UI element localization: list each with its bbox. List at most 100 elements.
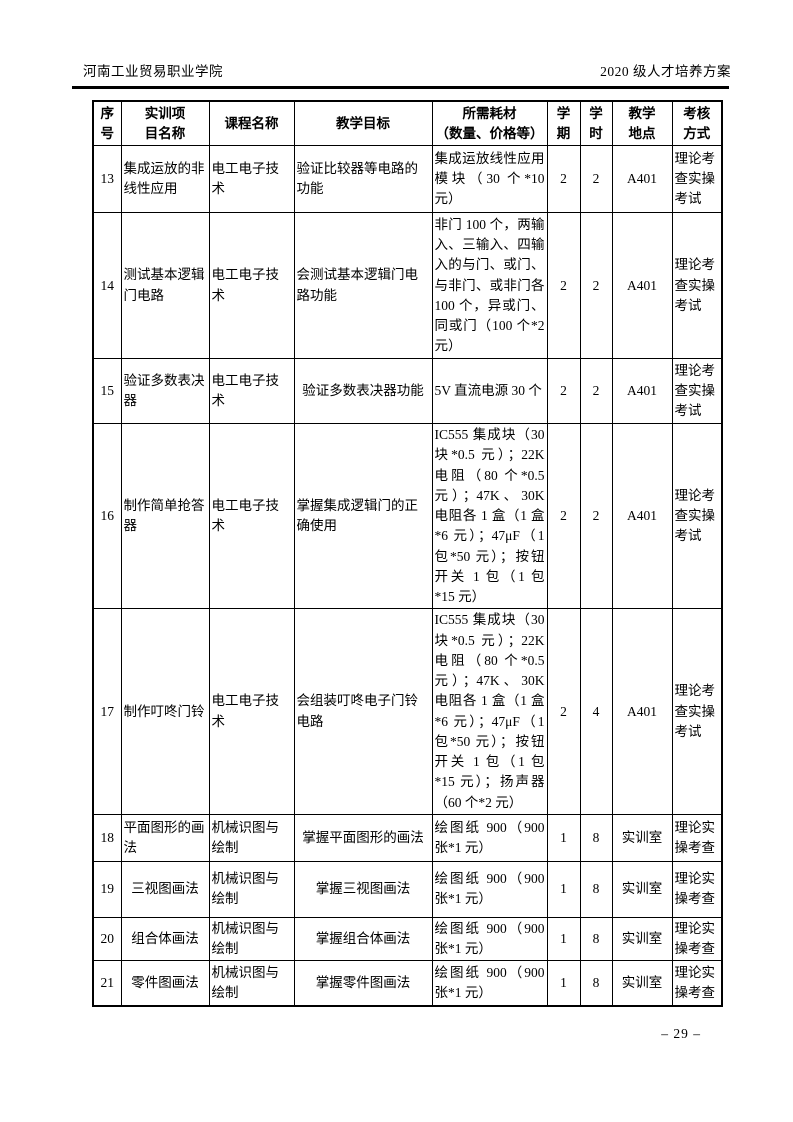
cell-teaching-goal: 会组装叮咚电子门铃电路 <box>293 608 433 815</box>
cell-teaching-goal: 掌握集成逻辑门的正确使用 <box>293 423 433 610</box>
cell-semester: 2 <box>546 358 581 425</box>
cell-class-hours: 2 <box>579 212 613 360</box>
cell-project-name: 验证多数表决器 <box>120 358 210 425</box>
cell-project-name: 集成运放的非线性应用 <box>120 145 210 214</box>
cell-materials: IC555 集成块（30 块*0.5 元）；22K 电阻（80 个*0.5 元）… <box>431 608 548 815</box>
cell-materials: 绘图纸 900（900 张*1 元） <box>431 860 548 918</box>
cell-semester: 1 <box>546 860 581 918</box>
cell-teaching-location: 实训室 <box>611 960 673 1007</box>
cell-teaching-goal: 掌握三视图画法 <box>293 860 433 918</box>
column-header-course: 课程名称 <box>208 100 295 147</box>
cell-teaching-location: 实训室 <box>611 860 673 918</box>
cell-assessment-method: 理论考查实操考试 <box>671 212 723 360</box>
cell-teaching-goal: 掌握零件图画法 <box>293 960 433 1007</box>
table-row: 21 零件图画法 机械识图与绘制 掌握零件图画法 绘图纸 900（900 张*1 元） 1… <box>92 960 723 1007</box>
column-header-materials: 所需耗材 （数量、价格等） <box>431 100 548 147</box>
cell-assessment-method: 理论实操考查 <box>671 813 723 862</box>
cell-semester: 2 <box>546 212 581 360</box>
cell-course-name: 电工电子技术 <box>208 358 295 425</box>
cell-assessment-method: 理论考查实操考试 <box>671 423 723 610</box>
cell-course-name: 电工电子技术 <box>208 145 295 214</box>
table-body: 13 集成运放的非线性应用 电工电子技术 验证比较器等电路的功能 集成运放线性应用模块（… <box>92 145 723 1007</box>
cell-serial-number: 17 <box>92 608 122 815</box>
cell-course-name: 机械识图与绘制 <box>208 960 295 1007</box>
cell-class-hours: 2 <box>579 423 613 610</box>
header-row: 序 号 实训项 目名称 课程名称 教学目标 所需耗材 （数量、价格等） 学 期 … <box>92 100 723 147</box>
cell-semester: 2 <box>546 423 581 610</box>
cell-assessment-method: 理论实操考查 <box>671 916 723 962</box>
cell-teaching-goal: 掌握组合体画法 <box>293 916 433 962</box>
cell-class-hours: 2 <box>579 145 613 214</box>
column-header-location: 教学 地点 <box>611 100 673 147</box>
cell-materials: 非门 100 个，两输入、三输入、四输入的与门、或门、与非门、或非门各 100 … <box>431 212 548 360</box>
training-projects-table: 序 号 实训项 目名称 课程名称 教学目标 所需耗材 （数量、价格等） 学 期 … <box>92 100 723 1007</box>
cell-semester: 1 <box>546 813 581 862</box>
cell-serial-number: 19 <box>92 860 122 918</box>
cell-materials: 绘图纸 900（900 张*1 元） <box>431 960 548 1007</box>
cell-serial-number: 14 <box>92 212 122 360</box>
cell-teaching-goal: 会测试基本逻辑门电路功能 <box>293 212 433 360</box>
cell-materials: IC555 集成块（30 块*0.5 元）；22K 电阻（80 个*0.5 元）… <box>431 423 548 610</box>
cell-project-name: 制作简单抢答器 <box>120 423 210 610</box>
cell-project-name: 三视图画法 <box>120 860 210 918</box>
cell-teaching-location: A401 <box>611 358 673 425</box>
plan-title: 2020 级人才培养方案 <box>600 64 731 79</box>
table-row: 19 三视图画法 机械识图与绘制 掌握三视图画法 绘图纸 900（900 张*1 元） 1… <box>92 860 723 918</box>
cell-semester: 2 <box>546 608 581 815</box>
column-header-assessment: 考核 方式 <box>671 100 723 147</box>
cell-project-name: 组合体画法 <box>120 916 210 962</box>
institution-name: 河南工业贸易职业学院 <box>83 64 223 79</box>
cell-class-hours: 8 <box>579 916 613 962</box>
cell-class-hours: 8 <box>579 813 613 862</box>
cell-assessment-method: 理论考查实操考试 <box>671 145 723 214</box>
cell-serial-number: 16 <box>92 423 122 610</box>
cell-materials: 集成运放线性应用模块（30 个*10 元） <box>431 145 548 214</box>
header-rule <box>72 86 729 89</box>
cell-teaching-location: A401 <box>611 608 673 815</box>
cell-semester: 1 <box>546 960 581 1007</box>
column-header-goal: 教学目标 <box>293 100 433 147</box>
cell-course-name: 机械识图与绘制 <box>208 916 295 962</box>
cell-class-hours: 2 <box>579 358 613 425</box>
cell-course-name: 电工电子技术 <box>208 212 295 360</box>
cell-assessment-method: 理论实操考查 <box>671 860 723 918</box>
cell-teaching-location: A401 <box>611 212 673 360</box>
cell-materials: 绘图纸 900（900 张*1 元） <box>431 813 548 862</box>
cell-project-name: 零件图画法 <box>120 960 210 1007</box>
cell-course-name: 机械识图与绘制 <box>208 860 295 918</box>
table-row: 20 组合体画法 机械识图与绘制 掌握组合体画法 绘图纸 900（900 张*1 元） 1… <box>92 916 723 962</box>
table-row: 14 测试基本逻辑门电路 电工电子技术 会测试基本逻辑门电路功能 非门 100 个，两输… <box>92 212 723 360</box>
cell-assessment-method: 理论考查实操考试 <box>671 358 723 425</box>
cell-class-hours: 8 <box>579 960 613 1007</box>
cell-course-name: 电工电子技术 <box>208 423 295 610</box>
cell-serial-number: 20 <box>92 916 122 962</box>
cell-teaching-location: A401 <box>611 423 673 610</box>
page-number: – 29 – <box>661 1026 701 1041</box>
table-row: 13 集成运放的非线性应用 电工电子技术 验证比较器等电路的功能 集成运放线性应用模块（… <box>92 145 723 214</box>
cell-course-name: 电工电子技术 <box>208 608 295 815</box>
cell-project-name: 平面图形的画法 <box>120 813 210 862</box>
cell-serial-number: 18 <box>92 813 122 862</box>
cell-teaching-goal: 掌握平面图形的画法 <box>293 813 433 862</box>
cell-teaching-location: A401 <box>611 145 673 214</box>
cell-project-name: 测试基本逻辑门电路 <box>120 212 210 360</box>
cell-teaching-goal: 验证多数表决器功能 <box>293 358 433 425</box>
cell-class-hours: 4 <box>579 608 613 815</box>
cell-teaching-goal: 验证比较器等电路的功能 <box>293 145 433 214</box>
cell-class-hours: 8 <box>579 860 613 918</box>
table-header: 序 号 实训项 目名称 课程名称 教学目标 所需耗材 （数量、价格等） 学 期 … <box>92 100 723 147</box>
cell-teaching-location: 实训室 <box>611 813 673 862</box>
column-header-hours: 学 时 <box>579 100 613 147</box>
table-row: 17 制作叮咚门铃 电工电子技术 会组装叮咚电子门铃电路 IC555 集成块（30 块*… <box>92 608 723 815</box>
cell-semester: 2 <box>546 145 581 214</box>
column-header-project: 实训项 目名称 <box>120 100 210 147</box>
cell-serial-number: 13 <box>92 145 122 214</box>
column-header-serial: 序 号 <box>92 100 122 147</box>
page-header: 河南工业贸易职业学院 2020 级人才培养方案 <box>83 60 731 80</box>
cell-course-name: 机械识图与绘制 <box>208 813 295 862</box>
cell-semester: 1 <box>546 916 581 962</box>
cell-assessment-method: 理论实操考查 <box>671 960 723 1007</box>
table-row: 15 验证多数表决器 电工电子技术 验证多数表决器功能 5V 直流电源 30 个 2 2 A4… <box>92 358 723 425</box>
cell-teaching-location: 实训室 <box>611 916 673 962</box>
